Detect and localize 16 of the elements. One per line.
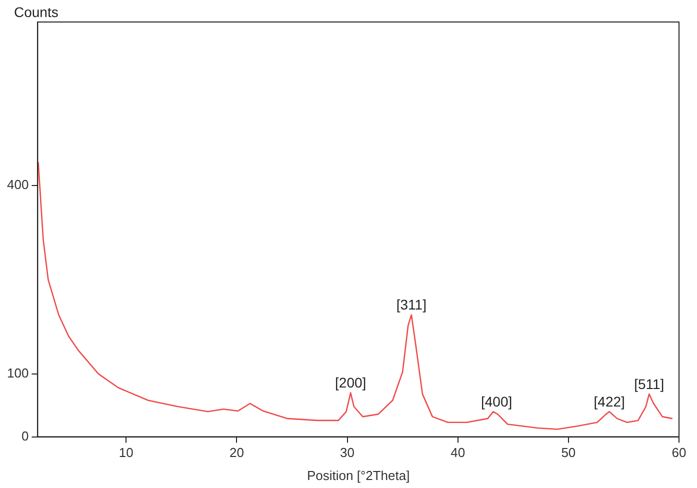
annotation: [511] xyxy=(634,376,664,392)
annotation: [311] xyxy=(396,296,426,313)
y-tick-label: 100 xyxy=(6,366,29,381)
y-tick-label: 400 xyxy=(6,176,29,192)
x-axis-title: Position [°2Theta] xyxy=(306,468,410,483)
x-tick-label: 10 xyxy=(118,445,134,460)
x-tick-label: 20 xyxy=(229,445,244,460)
annotation: [200] xyxy=(335,374,366,391)
annotation: [400] xyxy=(480,394,512,410)
x-tick-label: 50 xyxy=(561,445,576,460)
y-tick-label: 0 xyxy=(21,428,29,444)
x-tick-label: 40 xyxy=(450,445,466,460)
x-tick-label: 30 xyxy=(340,445,355,460)
annotation: [422] xyxy=(594,394,625,410)
y-axis-title: Counts xyxy=(14,4,58,20)
x-tick-label: 60 xyxy=(672,445,686,460)
